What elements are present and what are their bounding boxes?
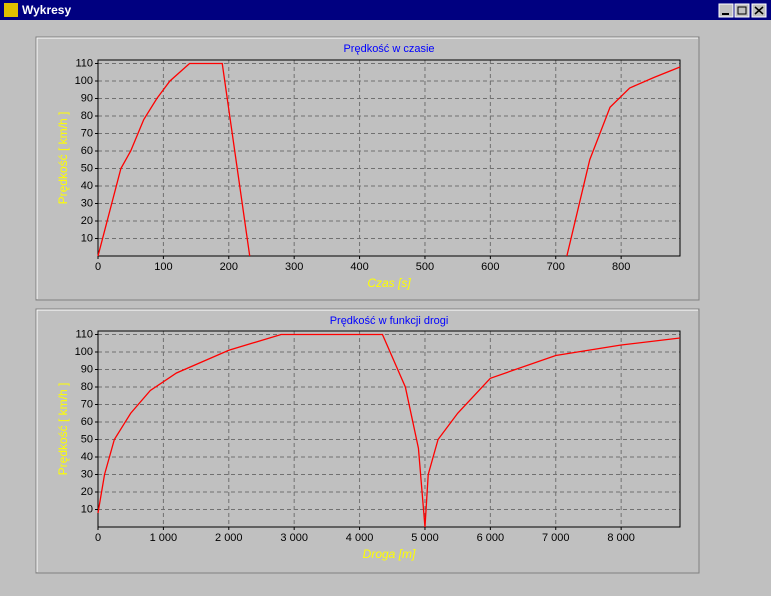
panel-highlight — [36, 309, 698, 572]
y-tick-label: 30 — [81, 197, 93, 209]
window-title: Wykresy — [22, 3, 71, 17]
y-tick-label: 60 — [81, 145, 93, 157]
x-axis-label: Droga [m] — [363, 547, 416, 561]
plot-frame — [97, 330, 681, 528]
x-tick-label: 3 000 — [280, 532, 308, 544]
y-tick-label: 110 — [75, 328, 93, 340]
chart-title: Prędkość w czasie — [343, 43, 434, 55]
chart-panel — [35, 308, 700, 574]
y-tick-label: 80 — [81, 381, 93, 393]
y-tick-label: 100 — [75, 346, 93, 358]
x-tick-label: 500 — [416, 261, 434, 273]
y-axis-label: Prędkość [ km/h ] — [56, 112, 70, 205]
x-tick-label: 100 — [154, 261, 172, 273]
minimize-button[interactable] — [718, 3, 734, 18]
data-line — [97, 62, 681, 257]
y-tick-label: 90 — [81, 363, 93, 375]
x-tick-label: 4 000 — [346, 532, 374, 544]
y-tick-label: 20 — [81, 486, 93, 498]
y-tick-label: 40 — [81, 451, 93, 463]
y-tick-label: 60 — [81, 416, 93, 428]
x-tick-label: 5 000 — [411, 532, 439, 544]
maximize-button[interactable] — [734, 3, 750, 18]
x-tick-label: 0 — [95, 261, 101, 273]
data-line — [97, 333, 681, 528]
x-tick-label: 400 — [350, 261, 368, 273]
y-tick-label: 40 — [81, 180, 93, 192]
x-tick-label: 7 000 — [542, 532, 570, 544]
x-tick-label: 300 — [285, 261, 303, 273]
y-tick-label: 90 — [81, 92, 93, 104]
y-axis-label: Prędkość [ km/h ] — [56, 383, 70, 476]
title-bar — [0, 0, 771, 20]
x-tick-label: 6 000 — [477, 532, 505, 544]
x-tick-label: 1 000 — [150, 532, 178, 544]
x-tick-label: 0 — [95, 532, 101, 544]
x-tick-label: 8 000 — [607, 532, 635, 544]
y-tick-label: 20 — [81, 215, 93, 227]
panel-highlight — [36, 37, 698, 299]
app-icon — [4, 3, 18, 17]
y-tick-label: 70 — [81, 127, 93, 139]
y-tick-label: 70 — [81, 398, 93, 410]
plot-frame — [97, 59, 681, 257]
y-tick-label: 50 — [81, 433, 93, 445]
y-tick-label: 10 — [81, 232, 93, 244]
y-tick-label: 30 — [81, 468, 93, 480]
x-axis-label: Czas [s] — [367, 276, 411, 290]
y-tick-label: 10 — [81, 503, 93, 515]
x-tick-label: 600 — [481, 261, 499, 273]
y-tick-label: 50 — [81, 162, 93, 174]
y-tick-label: 110 — [75, 57, 93, 69]
x-tick-label: 700 — [547, 261, 565, 273]
x-tick-label: 200 — [220, 261, 238, 273]
y-tick-label: 100 — [75, 75, 93, 87]
chart-title: Prędkość w funkcji drogi — [330, 315, 449, 327]
y-tick-label: 80 — [81, 110, 93, 122]
close-button[interactable] — [751, 3, 767, 18]
x-tick-label: 2 000 — [215, 532, 243, 544]
x-tick-label: 800 — [612, 261, 630, 273]
